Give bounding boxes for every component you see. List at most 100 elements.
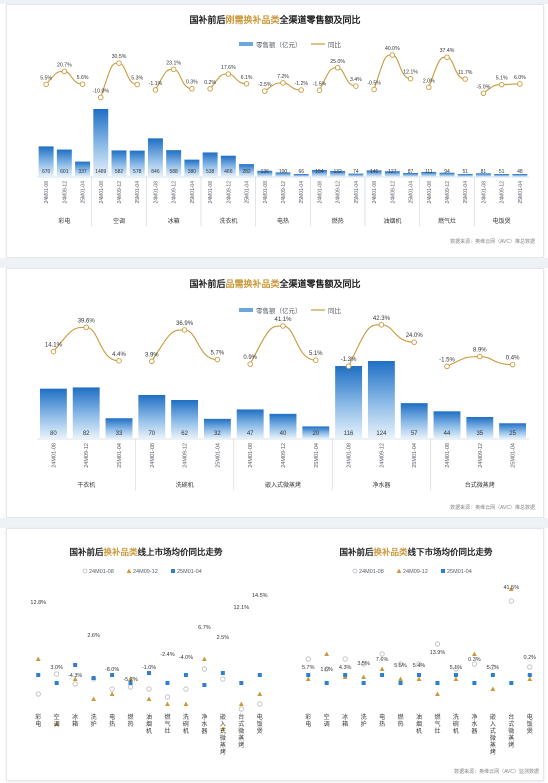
c1-yoy-point xyxy=(189,85,195,92)
c4-category-label: 机 xyxy=(453,727,459,735)
c4-category-label: 调 xyxy=(324,720,330,728)
c4-category-label: 蒸 xyxy=(508,734,514,742)
c3-point-25m01 xyxy=(54,681,59,685)
c2-category-label: 干衣机 xyxy=(77,481,95,489)
c1-period-label: 25M01-04 xyxy=(409,181,415,204)
c3-point-25m01 xyxy=(128,681,133,685)
c2-yoy-label: 24.0% xyxy=(406,333,424,339)
c1-yoy-point xyxy=(407,75,414,82)
c4-value-label: 0.3% xyxy=(468,657,481,663)
c4-title: 国补前后换补品类线下市场均价同比走势 xyxy=(339,547,493,557)
c2-bar-value: 40 xyxy=(280,431,287,437)
c2-bar xyxy=(138,394,166,439)
c3-value-label: 12.8% xyxy=(30,600,46,606)
c2-period-label: 24M01-08 xyxy=(150,443,156,468)
c3-category-label: 水 xyxy=(201,720,207,728)
c1-yoy-label: 5.1% xyxy=(496,76,508,82)
c2-bar-value: 80 xyxy=(50,431,57,437)
c1-title: 国补前后刚需换补品类全渠道零售额及同比 xyxy=(189,14,360,25)
c1-yoy-point xyxy=(207,86,213,92)
c3-category-label: 热 xyxy=(109,720,115,728)
c2-yoy-label: 5.1% xyxy=(309,351,323,357)
c1-bar-value: 466 xyxy=(224,169,233,175)
c1-yoy-point xyxy=(225,71,232,77)
c1-source: 数据来源：奥维云网（AVC）推总数据 xyxy=(450,238,535,245)
c1-bar xyxy=(166,150,182,177)
c1-yoy-label: 7.2% xyxy=(277,74,289,80)
c3-point-24m01 xyxy=(54,671,60,677)
c3-point-25m01 xyxy=(202,683,207,687)
c4-point-24m01 xyxy=(508,598,514,604)
c4-category-label: 空 xyxy=(324,713,330,721)
c3-point-24m09 xyxy=(109,691,115,696)
c4-value-label: 5.1% xyxy=(450,665,463,671)
c2-period-label: 24M09-12 xyxy=(183,443,189,468)
c4-point-25m01 xyxy=(527,673,532,677)
c4-category-label: 煲 xyxy=(527,727,533,735)
c4-category-label: 微 xyxy=(508,727,514,735)
c2-period-label: 24M09-12 xyxy=(84,443,90,468)
c2-yoy-label: -1.5% xyxy=(439,357,455,363)
c3-category-label: 调 xyxy=(54,720,60,728)
c1-yoy-label: 40.0% xyxy=(385,46,400,52)
c4-point-25m01 xyxy=(453,673,458,677)
c1-category-label: 燃气灶 xyxy=(438,217,456,225)
c3-point-25m01 xyxy=(165,681,170,685)
c1-bar xyxy=(38,146,54,177)
c2-yoy-point xyxy=(345,363,352,369)
c1-yoy-point xyxy=(389,52,396,58)
c3-value-label: -5.2% xyxy=(123,677,137,683)
c1-period-label: 24M01-08 xyxy=(153,181,159,204)
c4-value-label: 13.9% xyxy=(430,650,446,656)
c3-category-label: 式 xyxy=(238,720,244,728)
c3-point-24m01 xyxy=(72,681,78,687)
c4-point-25m01 xyxy=(380,673,385,677)
c1-yoy-label: -1.2% xyxy=(294,81,308,87)
c3-category-label: 冰 xyxy=(72,713,78,721)
chart-panel-1: 国补前后刚需换补品类全渠道零售额及同比 零售额（亿元） 同比 670 24M01-08 6… xyxy=(6,4,544,258)
c2-bar-value: 47 xyxy=(247,431,254,437)
c4-legend-triangle xyxy=(396,568,402,573)
c2-bar xyxy=(105,418,133,439)
c1-legend-bar-swatch xyxy=(239,42,253,46)
c3-value-label: -4.0% xyxy=(179,655,193,661)
c2-yoy-label: 42.3% xyxy=(373,316,391,322)
c2-yoy-point xyxy=(181,327,188,333)
c1-bar xyxy=(202,152,218,177)
c3-category-label: 烤 xyxy=(238,741,244,749)
c1-bar xyxy=(293,173,309,177)
c1-yoy-point xyxy=(116,60,122,66)
c2-category-label: 台式微蒸烤 xyxy=(465,481,495,489)
c3-point-24m09 xyxy=(183,701,189,706)
c4-category-label: 电 xyxy=(305,720,311,728)
c2-legend-line-label: 同比 xyxy=(328,306,342,315)
c2-yoy-line xyxy=(249,325,316,365)
c1-bar xyxy=(457,174,473,177)
c3-point-25m01 xyxy=(239,681,244,685)
c4-category-label: 油 xyxy=(416,713,422,721)
c2-bar-value: 25 xyxy=(509,431,516,437)
c2-yoy-point xyxy=(149,358,155,365)
c3-point-25m01 xyxy=(183,673,188,677)
c2-yoy-line xyxy=(151,329,218,362)
c3-category-label: 电 xyxy=(35,720,41,728)
c1-yoy-label: 37.4% xyxy=(440,48,455,54)
c3-legend-label: 25M01-04 xyxy=(177,569,202,575)
c3-point-24m09 xyxy=(54,721,60,726)
c1-yoy-label: 23.1% xyxy=(166,60,181,66)
c4-point-25m01 xyxy=(435,681,440,685)
c1-period-label: 24M09-12 xyxy=(390,181,396,204)
c2-period-label: 25M01-04 xyxy=(412,443,418,468)
c2-bar xyxy=(171,400,199,439)
c4-category-label: 水 xyxy=(471,720,477,728)
c4-value-label: 5.5% xyxy=(394,663,407,669)
c4-category-label: 护 xyxy=(361,720,367,728)
c1-yoy-point xyxy=(61,68,68,75)
c3-value-label: 6.7% xyxy=(198,625,211,631)
chart-panel-2: 国补前后品需换补品类全渠道零售额及同比 零售额（亿元） 同比 80 24M01-08 82… xyxy=(6,268,544,518)
c1-period-label: 25M01-04 xyxy=(518,181,524,204)
c1-period-label: 24M09-12 xyxy=(117,181,123,204)
c2-yoy-line xyxy=(52,326,120,362)
c2-bar xyxy=(433,411,461,439)
